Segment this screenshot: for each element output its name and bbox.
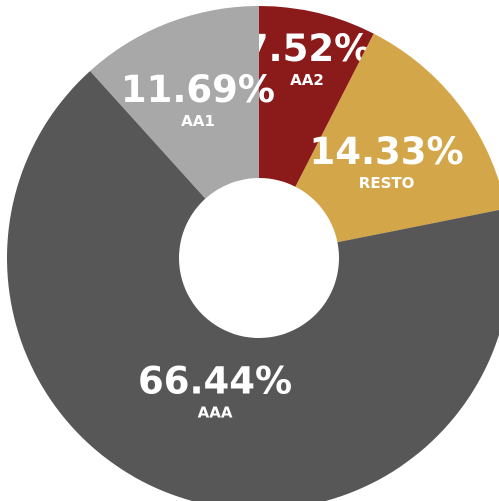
value-label: 66.44% — [138, 359, 292, 402]
value-label: 7.52% — [243, 27, 371, 70]
chart: 7.52%AA2 14.33%RESTO 66.44%AAA 11.69%AA1 — [0, 0, 499, 501]
category-label: RESTO — [359, 174, 415, 192]
category-label: AAA — [198, 403, 233, 421]
category-label: AA1 — [181, 112, 215, 130]
category-label: AA2 — [290, 71, 324, 89]
value-label: 14.33% — [310, 130, 464, 173]
value-label: 11.69% — [121, 68, 275, 111]
